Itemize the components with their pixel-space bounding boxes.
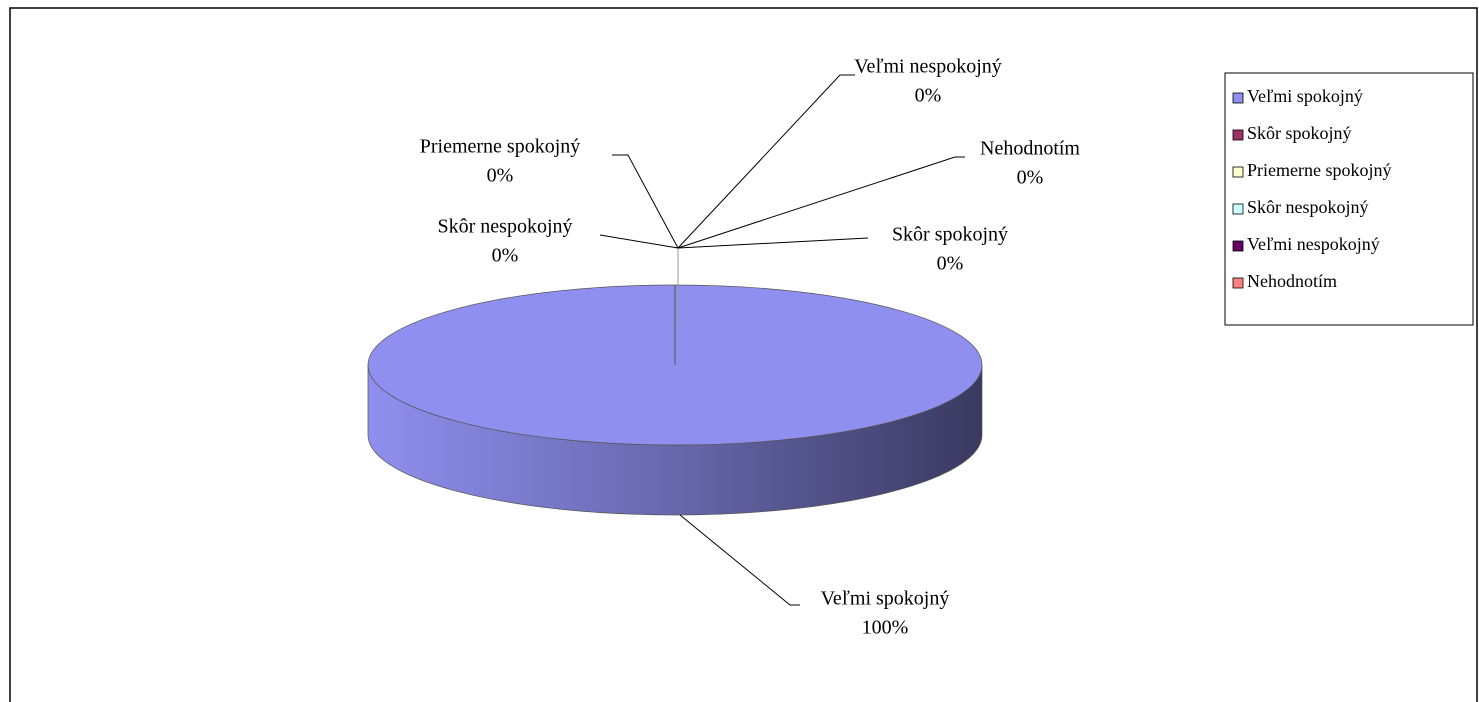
legend-label: Veľmi spokojný: [1247, 86, 1363, 106]
legend-swatch: [1232, 166, 1244, 178]
legend-swatch: [1232, 129, 1244, 141]
leader-line: [677, 74, 855, 249]
legend-swatch: [1232, 203, 1244, 215]
data-label-name: Skôr spokojný: [892, 224, 1008, 246]
legend-label: Skôr nespokojný: [1247, 197, 1369, 217]
legend-swatch: [1232, 92, 1244, 104]
leader-line: [677, 237, 869, 249]
legend-swatch: [1232, 277, 1244, 289]
data-label-value: 0%: [915, 85, 942, 107]
data-label-name: Veľmi nespokojný: [854, 56, 1002, 78]
legend-label: Priemerne spokojný: [1247, 160, 1391, 180]
data-label-value: 0%: [1017, 167, 1044, 189]
data-labels: Veľmi spokojný 100% Skôr spokojný 0% Priemer…: [420, 56, 1081, 639]
legend-label: Skôr spokojný: [1247, 123, 1352, 143]
data-label-name: Veľmi spokojný: [821, 588, 950, 610]
legend-label: Nehodnotím: [1247, 271, 1337, 291]
legend: Veľmi spokojný Skôr spokojný Priemerne spo…: [1224, 72, 1474, 326]
data-label-value: 100%: [862, 617, 909, 639]
data-label-value: 0%: [492, 245, 519, 267]
data-label-name: Skôr nespokojný: [438, 216, 573, 238]
leader-line: [677, 156, 965, 249]
legend-label: Veľmi nespokojný: [1247, 234, 1380, 254]
pie: [367, 284, 983, 516]
leader-line: [599, 234, 679, 249]
leader-line: [612, 154, 679, 249]
data-label-value: 0%: [487, 165, 514, 187]
data-label-name: Nehodnotím: [980, 138, 1080, 160]
data-label-name: Priemerne spokojný: [420, 136, 581, 158]
legend-box: [1224, 72, 1474, 326]
data-label-value: 0%: [937, 253, 964, 275]
leader-line: [679, 514, 800, 606]
legend-swatch: [1232, 240, 1244, 252]
